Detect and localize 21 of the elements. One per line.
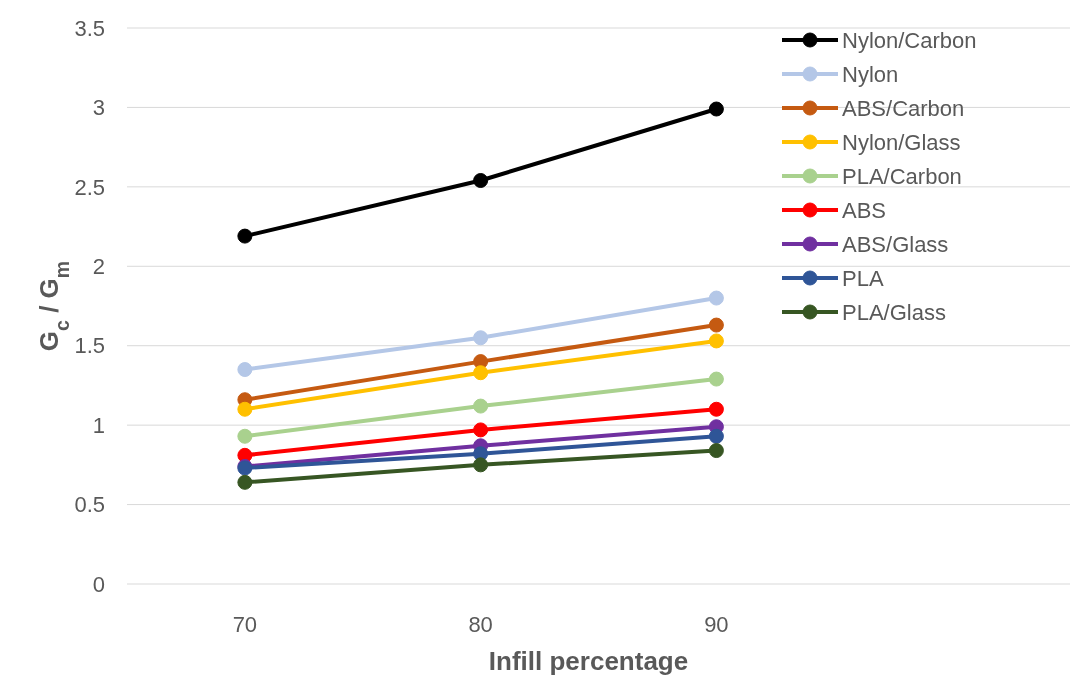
y-tick-label: 3 xyxy=(92,95,105,121)
legend-label: PLA xyxy=(842,265,884,291)
legend-label: PLA/Glass xyxy=(842,299,946,325)
x-tick-label: 90 xyxy=(704,612,729,637)
legend-label: ABS xyxy=(842,197,887,223)
y-tick-label: 1 xyxy=(92,412,105,438)
legend-label: Nylon/Glass xyxy=(842,129,961,155)
legend-label: Nylon xyxy=(842,61,899,87)
y-tick-label: 2.5 xyxy=(74,174,105,200)
legend-label: Nylon/Carbon xyxy=(842,27,977,53)
y-tick-label: 0 xyxy=(92,571,105,597)
x-tick-label: 80 xyxy=(468,612,493,637)
y-tick-label: 3.5 xyxy=(74,15,105,41)
y-tick-label: 0.5 xyxy=(74,492,105,518)
legend-label: ABS/Glass xyxy=(842,231,949,257)
x-tick-label: 70 xyxy=(232,612,258,637)
x-axis-title: Infill percentage xyxy=(488,646,689,676)
y-tick-label: 2 xyxy=(92,253,105,279)
legend-label: ABS/Carbon xyxy=(842,95,965,121)
y-tick-label: 1.5 xyxy=(74,333,105,359)
legend-label: PLA/Carbon xyxy=(842,163,962,189)
